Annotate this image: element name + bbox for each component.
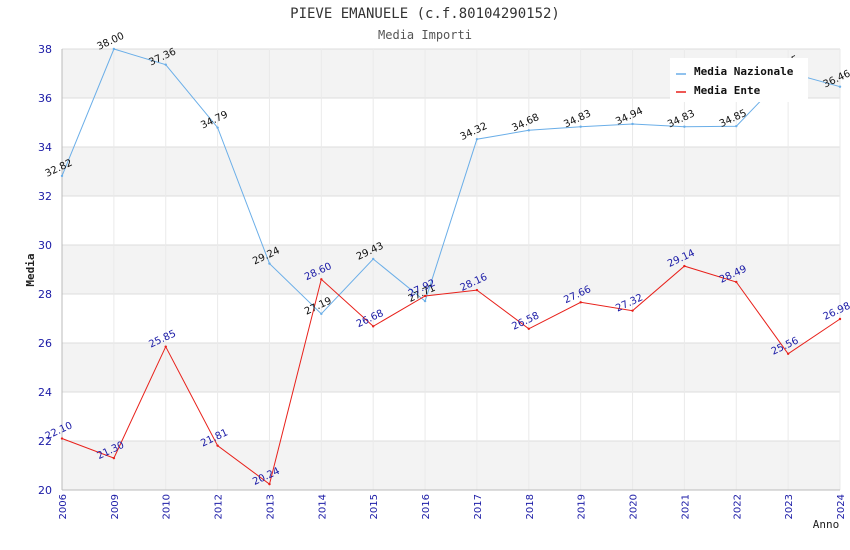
chart-title: PIEVE EMANUELE (c.f.80104290152) xyxy=(290,6,560,22)
data-point xyxy=(527,327,530,330)
x-tick-label: 2006 xyxy=(58,494,69,519)
data-point xyxy=(372,257,375,261)
y-tick-label: 26 xyxy=(38,337,52,350)
x-tick-label: 2010 xyxy=(162,494,173,519)
x-tick-label: 2015 xyxy=(369,494,380,519)
data-point xyxy=(112,456,116,460)
x-tick-label: 2013 xyxy=(265,494,276,519)
data-point xyxy=(631,309,634,312)
y-tick-label: 32 xyxy=(38,190,52,203)
data-point xyxy=(838,317,842,321)
data-point xyxy=(60,174,64,178)
y-tick-label: 22 xyxy=(38,435,52,448)
data-point xyxy=(423,299,427,303)
x-tick-label: 2024 xyxy=(836,494,847,519)
data-label: 34.79 xyxy=(199,109,230,131)
data-point xyxy=(475,288,479,292)
x-tick-label: 2009 xyxy=(110,494,121,519)
chart-subtitle: Media Importi xyxy=(378,28,472,42)
data-point xyxy=(268,262,271,265)
grid-band xyxy=(62,441,840,490)
x-tick-label: 2018 xyxy=(525,494,536,519)
data-point xyxy=(60,437,64,440)
legend-box xyxy=(670,58,808,102)
data-point xyxy=(735,124,738,128)
data-label: 26.68 xyxy=(355,308,386,330)
y-tick-label: 20 xyxy=(38,484,52,497)
data-label: 27.19 xyxy=(303,296,334,318)
y-axis-label: Media xyxy=(24,253,37,286)
data-point xyxy=(683,264,686,268)
data-label: 22.10 xyxy=(44,420,75,442)
data-point xyxy=(216,126,219,129)
y-tick-label: 36 xyxy=(38,92,52,105)
legend-label-media-ente: Media Ente xyxy=(694,84,761,97)
grid-bands xyxy=(62,49,840,490)
x-axis-label: Anno xyxy=(813,518,840,531)
y-tick-label: 30 xyxy=(38,239,52,252)
x-tick-label: 2023 xyxy=(784,494,795,519)
data-point xyxy=(112,47,116,51)
grid-band xyxy=(62,147,840,196)
data-label: 26.58 xyxy=(510,310,541,332)
data-point xyxy=(216,444,219,447)
x-tick-label: 2021 xyxy=(680,494,691,519)
y-tick-label: 34 xyxy=(38,141,52,154)
x-tick-label: 2014 xyxy=(317,494,328,519)
data-point xyxy=(786,352,790,355)
data-point xyxy=(838,85,842,88)
data-point xyxy=(268,482,271,486)
data-label: 27.32 xyxy=(614,292,645,314)
data-point xyxy=(164,345,167,348)
legend-label-media-nazionale: Media Nazionale xyxy=(694,65,794,78)
data-label: 34.32 xyxy=(459,121,490,143)
x-tick-label: 2022 xyxy=(732,494,743,519)
y-tick-label: 24 xyxy=(38,386,52,399)
data-point xyxy=(164,63,167,66)
data-point xyxy=(320,278,323,281)
data-point xyxy=(320,312,323,316)
data-point xyxy=(372,325,375,328)
series-layer xyxy=(60,47,842,486)
grid-band xyxy=(62,343,840,392)
data-point xyxy=(631,122,634,126)
data-point xyxy=(683,125,686,128)
legend: Media Nazionale Media Ente xyxy=(670,58,808,102)
series-line-media-nazionale xyxy=(61,48,841,315)
data-point xyxy=(579,125,582,128)
x-tick-label: 2012 xyxy=(214,494,225,519)
data-point xyxy=(475,137,479,141)
x-tick-label: 2020 xyxy=(629,494,640,519)
x-tick-label: 2016 xyxy=(421,494,432,519)
x-tick-label: 2019 xyxy=(577,494,588,519)
data-point xyxy=(579,301,582,304)
y-tick-label: 38 xyxy=(38,43,52,56)
x-tick-label: 2017 xyxy=(473,494,484,519)
data-point xyxy=(527,129,530,132)
data-point xyxy=(423,294,427,298)
series-line-media-ente xyxy=(61,265,841,485)
data-point xyxy=(735,280,738,284)
grid-band xyxy=(62,245,840,294)
y-tick-label: 28 xyxy=(38,288,52,301)
data-label: 26.98 xyxy=(822,301,850,323)
